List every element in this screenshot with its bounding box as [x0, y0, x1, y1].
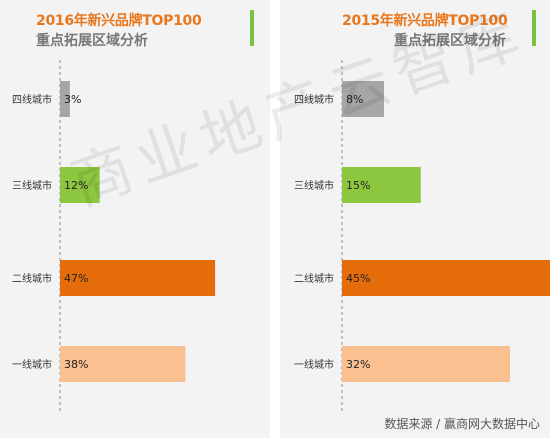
panel-divider	[270, 0, 280, 438]
value-label: 12%	[64, 179, 88, 192]
title-accent-bar	[532, 10, 536, 46]
category-label: 一线城市	[294, 358, 334, 371]
chart-subtitle: 重点拓展区域分析	[36, 33, 148, 49]
bar-chart-2015: 四线城市 8% 三线城市 15% 二线城市 45% 一线城市 32%	[294, 60, 550, 412]
category-label: 二线城市	[12, 272, 52, 285]
chart-panel-2016: 2016年新兴品牌TOP100 重点拓展区域分析 四线城市 3% 三线城市 12% 二线…	[0, 0, 268, 438]
category-label: 二线城市	[294, 272, 334, 285]
value-label: 45%	[346, 272, 370, 285]
chart-title: 2015年新兴品牌TOP100	[342, 13, 508, 29]
chart-panel-2015: 2015年新兴品牌TOP100 重点拓展区域分析 四线城市 8% 三线城市 15% 二线…	[282, 0, 550, 438]
bar-1	[342, 167, 421, 203]
title-accent-bar	[250, 10, 254, 46]
category-label: 四线城市	[12, 93, 52, 106]
category-label: 一线城市	[12, 358, 52, 371]
value-label: 47%	[64, 272, 88, 285]
bar-3	[342, 346, 510, 382]
data-source-note: 数据来源 / 赢商网大数据中心	[384, 417, 540, 431]
bar-0	[60, 81, 70, 117]
value-label: 3%	[64, 93, 81, 106]
bar-0	[342, 81, 384, 117]
bar-3	[60, 346, 186, 382]
category-label: 三线城市	[12, 179, 52, 192]
bar-2	[60, 260, 216, 296]
category-label: 三线城市	[294, 179, 334, 192]
value-label: 8%	[346, 93, 363, 106]
bar-1	[60, 167, 100, 203]
chart-subtitle: 重点拓展区域分析	[394, 33, 506, 49]
bar-chart-2016: 四线城市 3% 三线城市 12% 二线城市 47% 一线城市 38%	[12, 60, 216, 412]
value-label: 15%	[346, 179, 370, 192]
value-label: 38%	[64, 358, 88, 371]
chart-title: 2016年新兴品牌TOP100	[36, 13, 202, 29]
category-label: 四线城市	[294, 93, 334, 106]
value-label: 32%	[346, 358, 370, 371]
bar-2	[342, 260, 550, 296]
